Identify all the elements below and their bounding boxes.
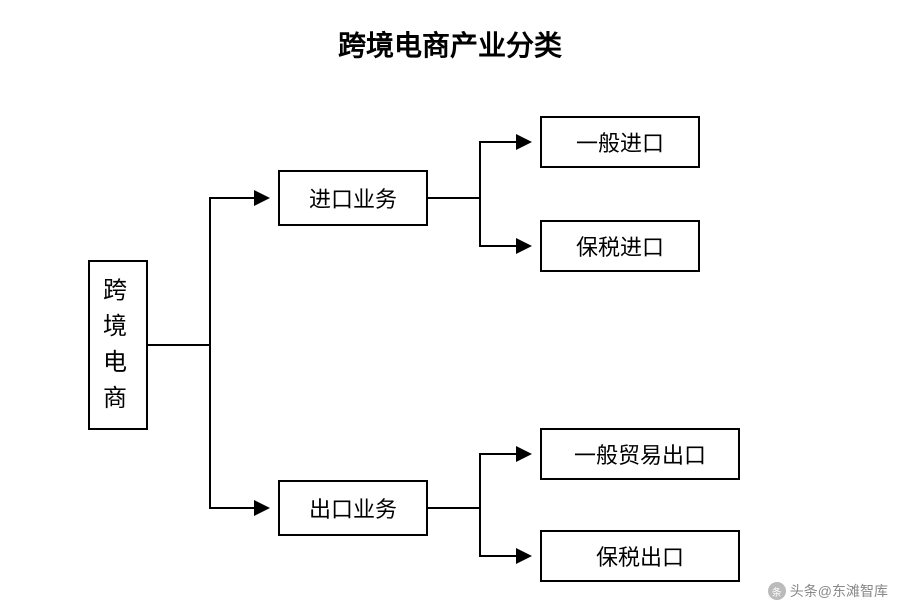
node-root: 跨 境 电 商 <box>88 260 148 430</box>
node-root-char1: 跨 <box>103 273 133 309</box>
watermark-icon: 条 <box>768 582 786 600</box>
diagram-title: 跨境电商产业分类 <box>0 24 900 64</box>
node-export: 出口业务 <box>278 480 428 536</box>
node-import-bonded: 保税进口 <box>540 220 700 272</box>
node-root-char4: 商 <box>103 381 133 417</box>
watermark-text: 头条@东滩智库 <box>790 581 888 601</box>
node-export-bonded: 保税出口 <box>540 530 740 582</box>
watermark: 条 头条@东滩智库 <box>768 581 888 601</box>
node-root-char3: 电 <box>103 345 133 381</box>
node-root-char2: 境 <box>103 309 133 345</box>
node-import-general: 一般进口 <box>540 116 700 168</box>
node-export-general: 一般贸易出口 <box>540 428 740 480</box>
node-import: 进口业务 <box>278 170 428 226</box>
